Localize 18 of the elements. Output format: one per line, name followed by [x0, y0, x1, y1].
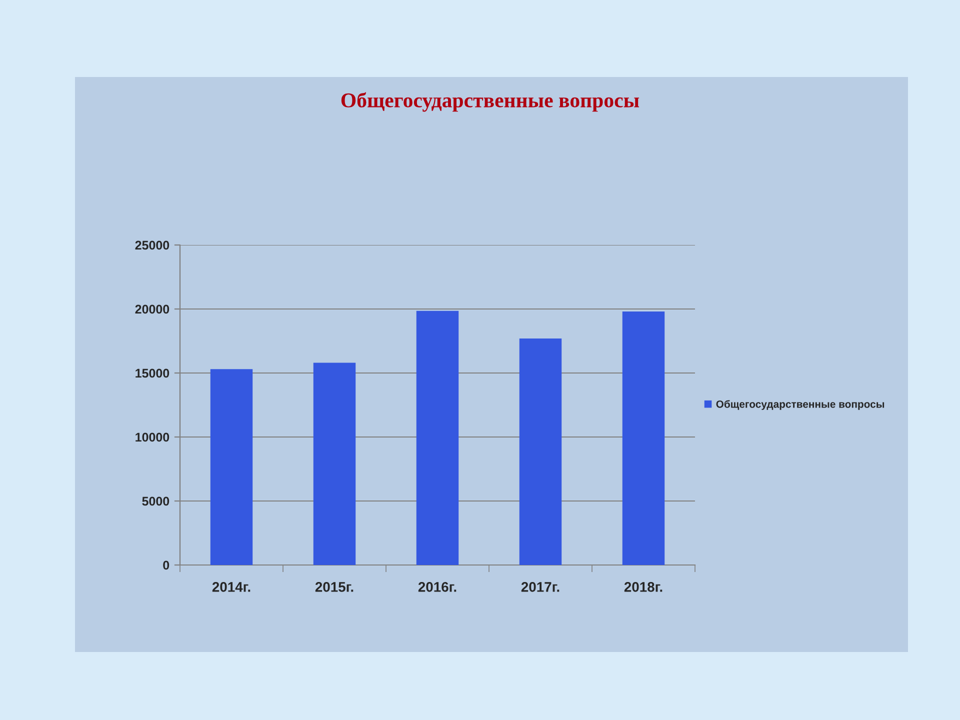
x-tick-label: 2018г.	[624, 582, 662, 592]
y-tick-label: 0	[163, 560, 170, 570]
y-tick-label: 25000	[135, 240, 170, 250]
y-tick-label: 5000	[142, 496, 170, 506]
y-tick-label: 10000	[136, 432, 170, 442]
x-tick-label: 2016г.	[418, 582, 456, 592]
bar	[313, 362, 356, 565]
bar	[210, 369, 253, 565]
bar	[416, 310, 459, 565]
chart-title: Общегосударственные вопросы	[341, 92, 640, 112]
x-tick-label: 2015г.	[315, 582, 354, 592]
bar	[519, 338, 562, 565]
x-tick-label: 2017г.	[521, 582, 560, 592]
legend-label: Общегосударственные вопросы	[716, 400, 884, 410]
y-tick-label: 20000	[135, 304, 170, 314]
x-tick-label: 2014г.	[212, 582, 250, 592]
y-tick-label: 15000	[136, 368, 170, 378]
bar	[622, 312, 665, 565]
